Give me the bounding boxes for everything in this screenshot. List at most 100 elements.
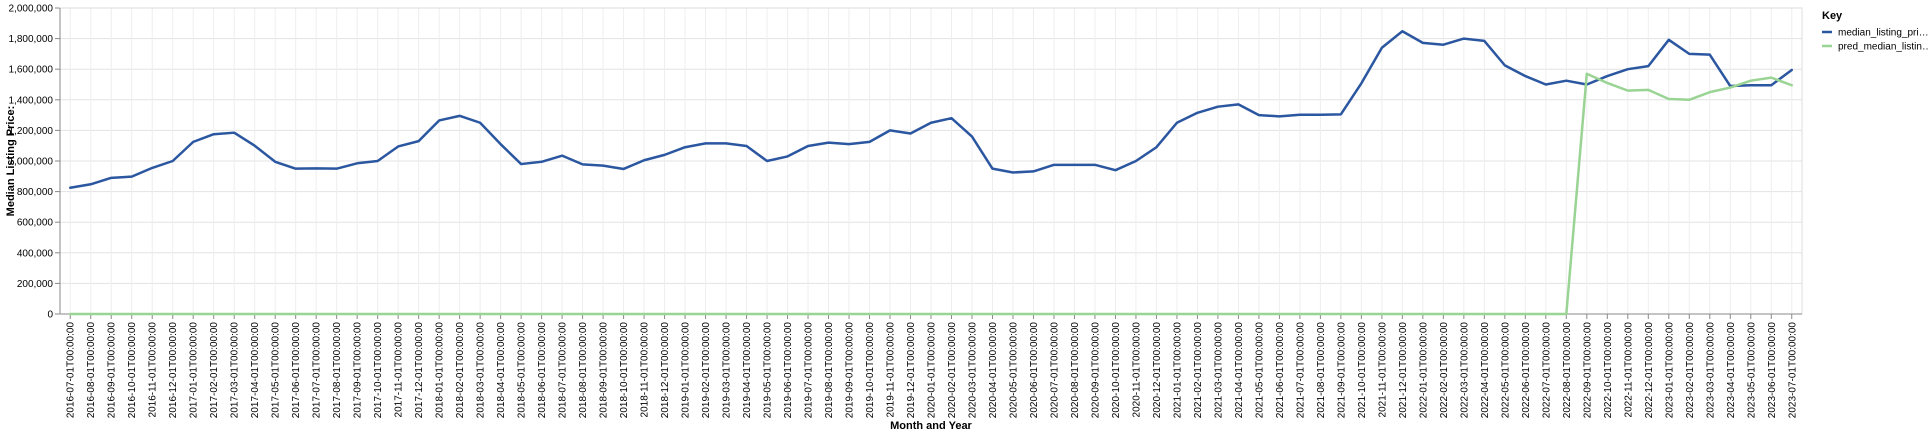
x-tick-label: 2023-04-01T00:00:00 [1726, 322, 1737, 419]
x-tick-label: 2016-11-01T00:00:00 [148, 322, 159, 418]
x-tick-label: 2021-07-01T00:00:00 [1295, 322, 1306, 419]
series-layer [69, 30, 1793, 316]
x-tick-label: 2017-02-01T00:00:00 [209, 322, 220, 419]
x-tick-label: 2017-04-01T00:00:00 [250, 322, 261, 419]
x-tick-label: 2021-09-01T00:00:00 [1336, 322, 1347, 419]
x-tick-label: 2021-03-01T00:00:00 [1213, 322, 1224, 419]
gridlines [60, 7, 1802, 315]
x-tick-label: 2017-11-01T00:00:00 [394, 322, 405, 418]
x-tick-label: 2016-07-01T00:00:00 [66, 322, 77, 419]
x-tick-label: 2017-03-01T00:00:00 [230, 322, 241, 419]
x-tick-label: 2019-11-01T00:00:00 [886, 322, 897, 418]
x-tick-label: 2018-12-01T00:00:00 [660, 322, 671, 419]
x-tick-label: 2018-11-01T00:00:00 [640, 322, 651, 418]
x-tick-label: 2020-05-01T00:00:00 [1008, 322, 1019, 419]
x-tick-label: 2017-12-01T00:00:00 [414, 322, 425, 419]
x-tick-label: 2022-02-01T00:00:00 [1439, 322, 1450, 419]
x-tick-label: 2021-06-01T00:00:00 [1275, 322, 1286, 419]
x-tick-label: 2020-06-01T00:00:00 [1029, 322, 1040, 419]
x-tick-label: 2018-10-01T00:00:00 [619, 322, 630, 419]
x-tick-label: 2021-05-01T00:00:00 [1254, 322, 1265, 419]
x-tick-label: 2021-08-01T00:00:00 [1316, 322, 1327, 419]
x-tick-label: 2018-02-01T00:00:00 [455, 322, 466, 419]
y-tick-label: 1,800,000 [9, 34, 54, 45]
y-tick-label: 1,000,000 [9, 157, 54, 168]
x-tick-label: 2023-07-01T00:00:00 [1787, 322, 1798, 419]
x-tick-label: 2017-10-01T00:00:00 [373, 322, 384, 419]
y-tick-label: 1,600,000 [9, 65, 54, 76]
x-tick-label: 2022-11-01T00:00:00 [1623, 322, 1634, 418]
x-tick-label: 2017-06-01T00:00:00 [291, 322, 302, 419]
x-tick-label: 2020-08-01T00:00:00 [1070, 322, 1081, 419]
x-tick-label: 2020-12-01T00:00:00 [1152, 322, 1163, 419]
x-tick-label: 2021-04-01T00:00:00 [1234, 322, 1245, 419]
x-tick-label: 2021-11-01T00:00:00 [1377, 322, 1388, 418]
x-tick-label: 2021-10-01T00:00:00 [1357, 322, 1368, 419]
x-tick-label: 2023-06-01T00:00:00 [1767, 322, 1778, 419]
x-tick-label: 2020-09-01T00:00:00 [1090, 322, 1101, 419]
x-tick-label: 2019-12-01T00:00:00 [906, 322, 917, 419]
y-axis-title: Median Listing Price: [5, 106, 17, 217]
x-tick-label: 2023-05-01T00:00:00 [1746, 322, 1757, 419]
x-tick-label: 2019-04-01T00:00:00 [742, 322, 753, 419]
y-tick-label: 2,000,000 [9, 4, 54, 15]
x-tick-label: 2017-09-01T00:00:00 [353, 322, 364, 419]
y-tick-label: 800,000 [17, 187, 54, 198]
x-tick-label: 2018-07-01T00:00:00 [558, 322, 569, 419]
x-tick-label: 2016-08-01T00:00:00 [86, 322, 97, 419]
x-tick-label: 2022-01-01T00:00:00 [1418, 322, 1429, 419]
x-tick-label: 2022-08-01T00:00:00 [1562, 322, 1573, 419]
x-tick-label: 2020-07-01T00:00:00 [1049, 322, 1060, 419]
x-tick-label: 2019-06-01T00:00:00 [783, 322, 794, 419]
x-tick-label: 2020-01-01T00:00:00 [927, 322, 938, 419]
x-tick-label: 2020-02-01T00:00:00 [947, 322, 958, 419]
x-axis: 2016-07-01T00:00:00 2016-08-01T00:00:00 20… [66, 314, 1798, 419]
y-tick-label: 400,000 [17, 248, 54, 259]
y-tick-label: 0 [47, 310, 53, 321]
x-tick-label: 2019-03-01T00:00:00 [722, 322, 733, 419]
x-tick-label: 2020-10-01T00:00:00 [1111, 322, 1122, 419]
x-tick-label: 2016-09-01T00:00:00 [107, 322, 118, 419]
x-tick-label: 2023-03-01T00:00:00 [1705, 322, 1716, 419]
x-tick-label: 2021-12-01T00:00:00 [1398, 322, 1409, 419]
x-tick-label: 2019-02-01T00:00:00 [701, 322, 712, 419]
x-tick-label: 2020-03-01T00:00:00 [967, 322, 978, 419]
x-tick-label: 2017-08-01T00:00:00 [332, 322, 343, 419]
x-tick-label: 2019-09-01T00:00:00 [845, 322, 856, 419]
x-tick-label: 2022-10-01T00:00:00 [1603, 322, 1614, 419]
x-tick-label: 2022-06-01T00:00:00 [1521, 322, 1532, 419]
x-tick-label: 2022-05-01T00:00:00 [1500, 322, 1511, 419]
x-tick-label: 2018-03-01T00:00:00 [476, 322, 487, 419]
x-tick-label: 2018-09-01T00:00:00 [599, 322, 610, 419]
x-tick-label: 2020-11-01T00:00:00 [1131, 322, 1142, 418]
x-tick-label: 2018-04-01T00:00:00 [496, 322, 507, 419]
y-tick-label: 1,400,000 [9, 95, 54, 106]
x-tick-label: 2022-07-01T00:00:00 [1541, 322, 1552, 419]
x-tick-label: 2022-09-01T00:00:00 [1582, 322, 1593, 419]
x-tick-label: 2019-10-01T00:00:00 [865, 322, 876, 419]
y-tick-label: 600,000 [17, 218, 54, 229]
x-tick-label: 2016-10-01T00:00:00 [127, 322, 138, 419]
x-axis-title: Month and Year [890, 420, 972, 432]
x-tick-label: 2018-06-01T00:00:00 [537, 322, 548, 419]
legend: Key median_listing_pri… pred_median_listi… [1822, 10, 1928, 53]
x-tick-label: 2019-01-01T00:00:00 [681, 322, 692, 419]
x-tick-label: 2017-05-01T00:00:00 [271, 322, 282, 419]
x-tick-label: 2023-01-01T00:00:00 [1664, 322, 1675, 419]
x-tick-label: 2018-01-01T00:00:00 [435, 322, 446, 419]
x-tick-label: 2018-05-01T00:00:00 [517, 322, 528, 419]
x-tick-label: 2016-12-01T00:00:00 [168, 322, 179, 419]
x-tick-label: 2019-08-01T00:00:00 [824, 322, 835, 419]
x-tick-label: 2023-02-01T00:00:00 [1685, 322, 1696, 419]
legend-title: Key [1822, 10, 1843, 22]
x-tick-label: 2017-01-01T00:00:00 [189, 322, 200, 419]
legend-label: median_listing_pri… [1838, 28, 1928, 39]
x-tick-label: 2019-05-01T00:00:00 [763, 322, 774, 419]
y-tick-label: 200,000 [17, 279, 54, 290]
y-axis: 0 200,000 400,000 600,000 800,000 1,000,000 1,… [9, 4, 60, 321]
x-tick-label: 2019-07-01T00:00:00 [804, 322, 815, 419]
x-tick-label: 2022-04-01T00:00:00 [1480, 322, 1491, 419]
x-tick-label: 2020-04-01T00:00:00 [988, 322, 999, 419]
x-tick-label: 2018-08-01T00:00:00 [578, 322, 589, 419]
